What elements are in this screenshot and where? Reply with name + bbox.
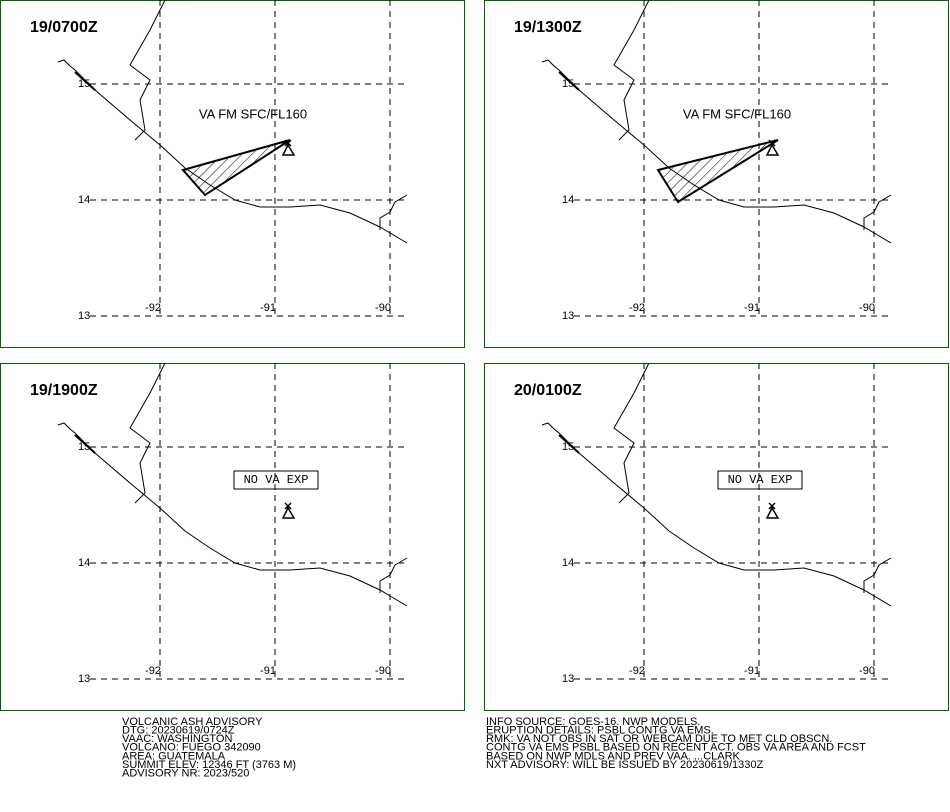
border	[863, 557, 892, 593]
volcano-symbol	[281, 139, 296, 156]
ash-note: NO VA EXP	[244, 473, 309, 487]
advisory-line: NXT ADVISORY: WILL BE ISSUED BY 20230619…	[486, 759, 763, 771]
panel-frame	[0, 363, 465, 711]
ash-note: VA FM SFC/FL160	[683, 106, 791, 121]
panel-frame	[484, 363, 949, 711]
ash-note: VA FM SFC/FL160	[199, 106, 307, 121]
lat-label: 13	[562, 673, 574, 685]
advisory-line: DTG: 20230619/0724Z	[122, 725, 235, 737]
panel-time: 19/0700Z	[30, 19, 98, 36]
coastline	[57, 422, 408, 607]
border	[379, 194, 408, 230]
advisory-line: ERUPTION DETAILS: PSBL CONTG VA EMS.	[486, 725, 714, 737]
coast-bold	[74, 434, 96, 454]
lon-label: -92	[145, 302, 161, 314]
map-panel: -92 -91 -90 15 14 13 19/1300Z VA FM SFC/FL160	[484, 0, 949, 348]
map-panel: -92 -91 -90 15 14 13 19/0700Z VA FM SFC/FL160	[0, 0, 465, 348]
lon-label: -90	[859, 302, 875, 314]
advisory-line: CONTG VA EMS PSBL BASED ON RECENT ACT. O…	[486, 742, 866, 754]
border	[863, 194, 892, 230]
ash-area	[656, 139, 779, 204]
ash-note: NO VA EXP	[728, 473, 793, 487]
border	[379, 557, 408, 593]
advisory-line: BASED ON NWP MDLS AND PREV VAA. ...CLARK	[486, 750, 741, 762]
note-box	[717, 470, 803, 490]
border	[613, 362, 650, 504]
lon-label: -91	[744, 302, 760, 314]
lat-label: 15	[562, 441, 574, 453]
lat-label: 15	[78, 78, 90, 90]
lon-label: -92	[629, 665, 645, 677]
map-panel: -92 -91 -90 15 14 13 20/0100Z NO VA EXP	[484, 362, 949, 711]
coastline	[541, 422, 892, 607]
lat-label: 15	[78, 441, 90, 453]
advisory-line: AREA: GUATEMALA	[122, 750, 226, 762]
panel-time: 19/1900Z	[30, 382, 98, 399]
lon-label: -90	[375, 302, 391, 314]
advisory-line: ADVISORY NR: 2023/520	[122, 768, 249, 780]
advisory-line: VOLCANIC ASH ADVISORY	[122, 716, 263, 728]
lat-label: 13	[78, 673, 90, 685]
ash-area	[181, 139, 291, 197]
border	[129, 0, 166, 141]
lat-label: 15	[562, 78, 574, 90]
advisory-line: RMK: VA NOT OBS IN SAT OR WEBCAM DUE TO …	[486, 733, 832, 745]
lon-label: -90	[375, 665, 391, 677]
lat-label: 14	[78, 557, 90, 569]
lat-label: 14	[562, 557, 574, 569]
coast-bold	[558, 71, 580, 91]
border	[129, 362, 166, 504]
note-box	[233, 470, 319, 490]
lon-label: -90	[859, 665, 875, 677]
advisory-line: INFO SOURCE: GOES-16. NWP MODELS.	[486, 716, 700, 728]
panel-time: 20/0100Z	[514, 382, 582, 399]
lat-label: 14	[78, 194, 90, 206]
lon-label: -91	[260, 665, 276, 677]
border	[613, 0, 650, 141]
map-panel: -92 -91 -90 15 14 13 19/1900Z NO VA EXP	[0, 362, 465, 711]
volcano-symbol	[765, 502, 780, 519]
volcano-symbol	[765, 139, 780, 156]
panel-time: 19/1300Z	[514, 19, 582, 36]
lon-label: -91	[744, 665, 760, 677]
advisory-line: VOLCANO: FUEGO 342090	[122, 742, 261, 754]
advisory-line: VAAC: WASHINGTON	[122, 733, 232, 745]
coast-bold	[74, 71, 96, 91]
lat-label: 13	[78, 310, 90, 322]
volcano-symbol	[281, 502, 296, 519]
lon-label: -92	[145, 665, 161, 677]
lon-label: -91	[260, 302, 276, 314]
coast-bold	[558, 434, 580, 454]
lat-label: 13	[562, 310, 574, 322]
advisory-line: SUMMIT ELEV: 12346 FT (3763 M)	[122, 759, 296, 771]
lon-label: -92	[629, 302, 645, 314]
lat-label: 14	[562, 194, 574, 206]
